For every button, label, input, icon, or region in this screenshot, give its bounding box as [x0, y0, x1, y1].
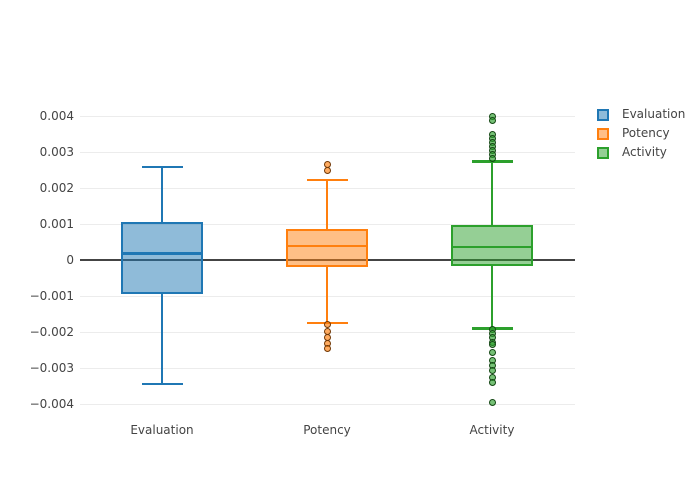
y-tick-label: 0	[66, 253, 74, 267]
box-evaluation[interactable]	[121, 221, 203, 294]
legend-label-evaluation: Evaluation	[622, 107, 686, 121]
legend-item-activity[interactable]: Activity	[597, 146, 685, 159]
gridline	[80, 116, 575, 117]
gridline	[80, 368, 575, 369]
outlier-marker-activity[interactable]	[488, 349, 496, 357]
gridline	[80, 152, 575, 153]
x-tick-label-potency: Potency	[303, 423, 351, 437]
legend-swatch-potency	[597, 127, 609, 140]
box-potency[interactable]	[286, 229, 368, 267]
legend-item-evaluation[interactable]: Evaluation	[597, 108, 685, 121]
legend-label-potency: Potency	[622, 126, 670, 140]
upper-whisker-evaluation	[160, 167, 164, 222]
upper-cap-potency	[306, 178, 348, 182]
outlier-marker-activity[interactable]	[488, 378, 496, 386]
lower-whisker-evaluation	[160, 293, 164, 384]
upper-cap-evaluation	[141, 165, 183, 169]
median-line-evaluation	[121, 252, 203, 255]
outlier-marker-activity[interactable]	[488, 117, 496, 125]
y-tick-label: −0.002	[29, 325, 74, 339]
outlier-marker-activity[interactable]	[488, 341, 496, 349]
y-tick-label: 0.002	[39, 181, 74, 195]
upper-whisker-potency	[325, 180, 329, 230]
legend-item-potency[interactable]: Potency	[597, 127, 685, 140]
median-line-activity	[451, 245, 533, 249]
y-tick-label: −0.001	[29, 289, 74, 303]
y-tick-label: 0.001	[39, 217, 74, 231]
outlier-marker-activity[interactable]	[488, 154, 496, 162]
gridline	[80, 404, 575, 405]
y-tick-label: 0.003	[39, 145, 74, 159]
outlier-marker-potency[interactable]	[323, 166, 331, 174]
y-tick-label: 0.004	[39, 109, 74, 123]
y-tick-label: −0.004	[29, 397, 74, 411]
outlier-marker-activity[interactable]	[488, 399, 496, 407]
outlier-marker-potency[interactable]	[323, 345, 331, 353]
x-tick-label-evaluation: Evaluation	[130, 423, 194, 437]
lower-cap-evaluation	[141, 382, 183, 386]
lower-whisker-activity	[490, 266, 494, 329]
median-line-potency	[286, 244, 368, 248]
upper-whisker-activity	[490, 161, 494, 226]
x-tick-label-activity: Activity	[469, 423, 515, 437]
lower-whisker-potency	[325, 266, 329, 323]
y-tick-label: −0.003	[29, 361, 74, 375]
legend-swatch-evaluation	[597, 108, 609, 121]
legend-swatch-activity	[597, 146, 609, 159]
box-activity[interactable]	[451, 225, 533, 267]
legend: Evaluation Potency Activity	[597, 108, 685, 165]
legend-label-activity: Activity	[622, 145, 667, 159]
